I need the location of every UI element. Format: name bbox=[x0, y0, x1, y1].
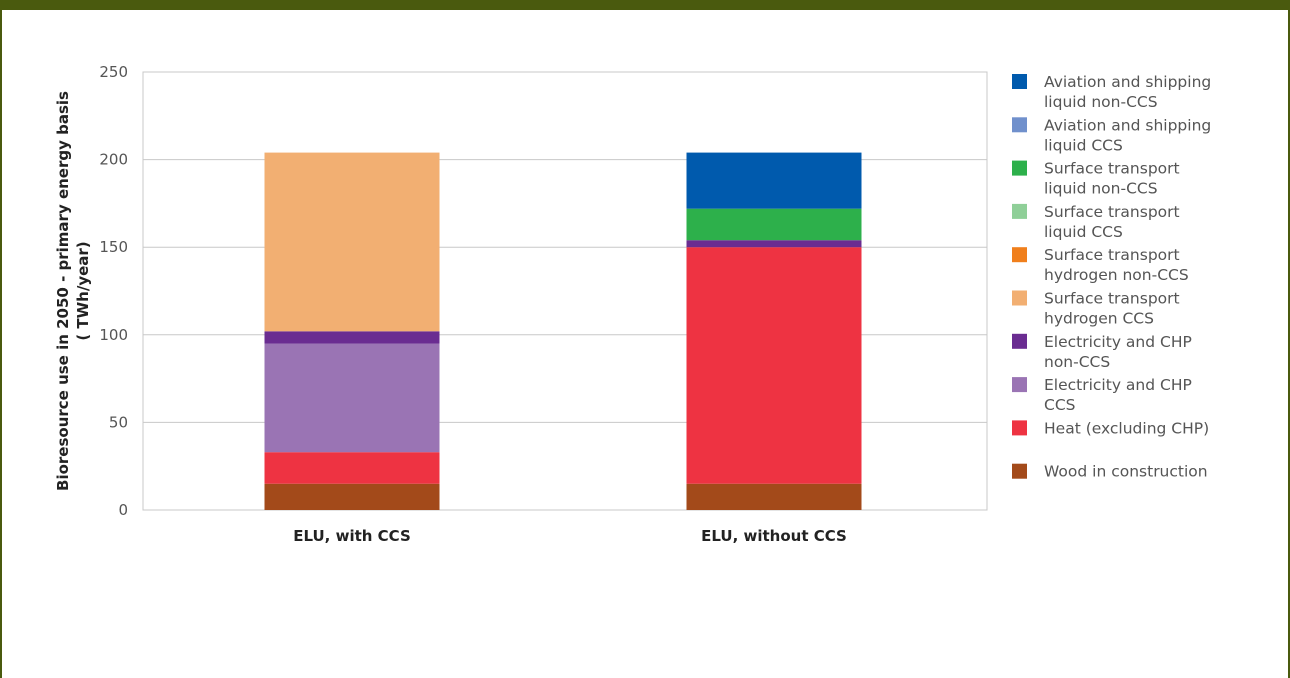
bar-segment-surface-transport-hydrogen-ccs bbox=[264, 152, 440, 332]
legend-item: Surface transport liquid CCS bbox=[1012, 203, 1180, 241]
legend-label: Surface transport bbox=[1044, 160, 1180, 178]
bar-segment-surface-transport-liquid-non-ccs bbox=[686, 208, 862, 241]
legend-item: Wood in construction bbox=[1012, 463, 1208, 481]
legend-label-line2: liquid non-CCS bbox=[1044, 180, 1158, 198]
category-label: ELU, with CCS bbox=[293, 527, 411, 545]
legend-swatch bbox=[1012, 420, 1027, 436]
bar-segment-heat-excluding-chp- bbox=[686, 247, 862, 484]
legend-label: Heat (excluding CHP) bbox=[1044, 419, 1209, 437]
y-tick-label: 150 bbox=[99, 238, 128, 256]
legend-label-line2: liquid CCS bbox=[1044, 223, 1123, 241]
y-tick-label: 100 bbox=[99, 326, 128, 344]
bar-segment-wood-in-construction bbox=[264, 483, 440, 510]
y-tick-label: 200 bbox=[99, 151, 128, 169]
legend-label-line2: liquid non-CCS bbox=[1044, 93, 1158, 111]
legend-label: Aviation and shipping bbox=[1044, 116, 1211, 134]
legend-swatch bbox=[1012, 117, 1027, 133]
category-labels: ELU, with CCS ELU, without CCS bbox=[293, 527, 847, 545]
y-tick-label: 250 bbox=[99, 63, 128, 81]
bar-segment-wood-in-construction bbox=[686, 483, 862, 510]
legend-swatch bbox=[1012, 160, 1027, 176]
category-label: ELU, without CCS bbox=[701, 527, 847, 545]
legend-swatch bbox=[1012, 290, 1027, 306]
legend-label: Wood in construction bbox=[1044, 463, 1208, 481]
legend-swatch bbox=[1012, 463, 1027, 479]
legend-label-line2: liquid CCS bbox=[1044, 136, 1123, 154]
legend-label: Aviation and shipping bbox=[1044, 73, 1211, 91]
legend-label: Electricity and CHP bbox=[1044, 376, 1192, 394]
legend-swatch bbox=[1012, 377, 1027, 393]
legend-label: Surface transport bbox=[1044, 203, 1180, 221]
legend-label-line2: CCS bbox=[1044, 396, 1075, 414]
bar-segment-electricity-and-chp-ccs bbox=[264, 343, 440, 453]
legend-swatch bbox=[1012, 74, 1027, 89]
legend-label-line2: hydrogen non-CCS bbox=[1044, 266, 1189, 284]
y-axis-title-line1: Bioresource use in 2050 - primary energy… bbox=[54, 91, 72, 491]
y-tick-label: 50 bbox=[109, 413, 128, 431]
legend-item: Surface transport liquid non-CCS bbox=[1012, 160, 1180, 198]
legend-item: Electricity and CHP CCS bbox=[1012, 376, 1192, 414]
y-tick-labels: 0 50 100 150 200 250 bbox=[99, 63, 128, 519]
bars bbox=[264, 152, 862, 510]
legend-item: Aviation and shipping liquid non-CCS bbox=[1012, 73, 1211, 111]
plot-area-border bbox=[142, 71, 988, 511]
legend-item: Surface transport hydrogen CCS bbox=[1012, 290, 1180, 328]
legend-label-line2: hydrogen CCS bbox=[1044, 310, 1154, 328]
legend-swatch bbox=[1012, 247, 1027, 263]
y-axis-title-line2: ( TWh/year) bbox=[74, 241, 92, 340]
legend-label-line2: non-CCS bbox=[1044, 353, 1110, 371]
y-tick-label: 0 bbox=[118, 501, 128, 519]
legend-label: Surface transport bbox=[1044, 246, 1180, 264]
legend-item: Aviation and shipping liquid CCS bbox=[1012, 116, 1211, 154]
legend-swatch bbox=[1012, 333, 1027, 349]
legend-item: Surface transport hydrogen non-CCS bbox=[1012, 246, 1189, 284]
bar-segment-heat-excluding-chp- bbox=[264, 452, 440, 484]
legend-label: Electricity and CHP bbox=[1044, 333, 1192, 351]
legend-swatch bbox=[1012, 203, 1027, 219]
bar-segment-electricity-and-chp-non-ccs bbox=[264, 331, 440, 344]
legend-item: Electricity and CHP non-CCS bbox=[1012, 333, 1192, 371]
bar-segment-aviation-and-shipping-liquid-non-ccs bbox=[686, 152, 862, 209]
bar-segment-electricity-and-chp-non-ccs bbox=[686, 240, 862, 248]
legend-label: Surface transport bbox=[1044, 290, 1180, 308]
legend-item: Heat (excluding CHP) bbox=[1012, 419, 1209, 437]
